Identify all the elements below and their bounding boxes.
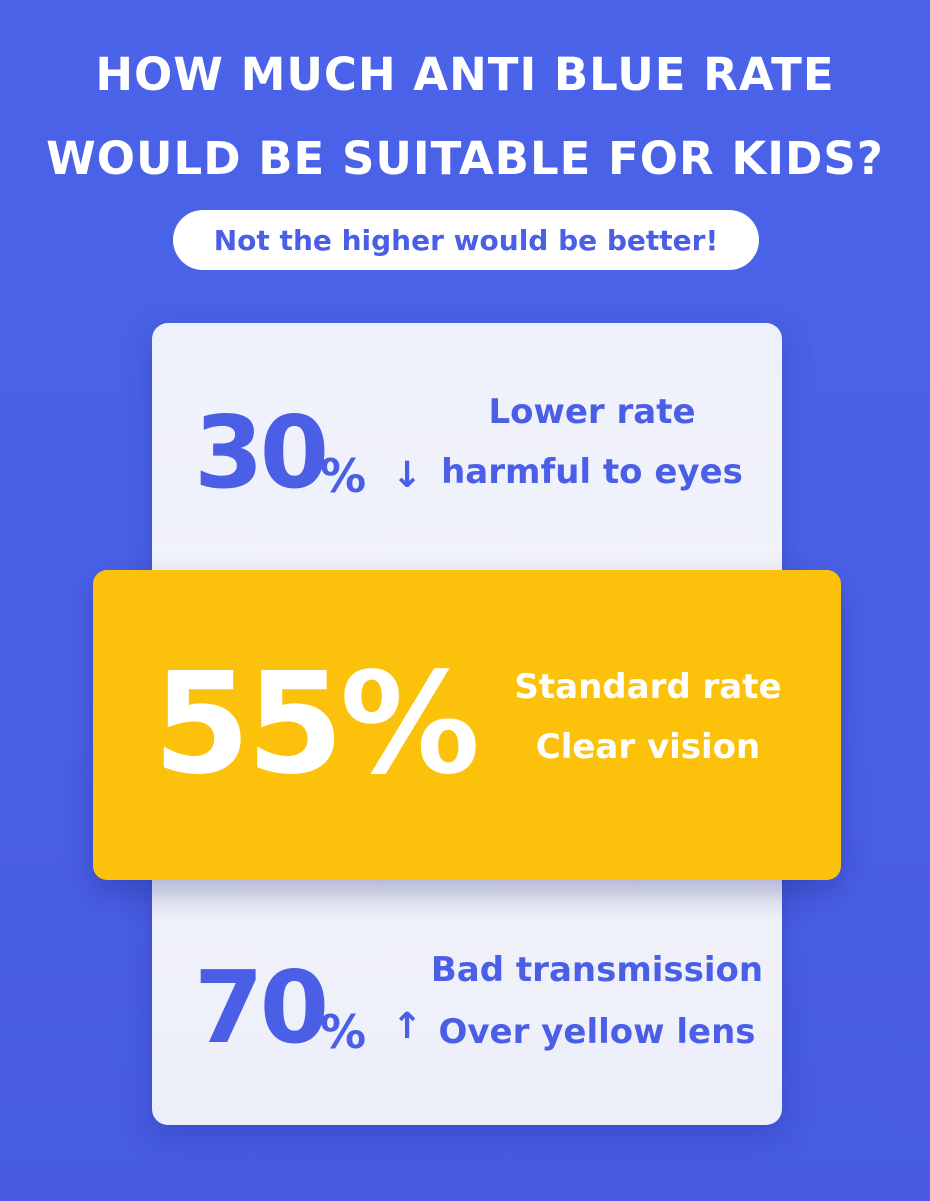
- standard-rate-line-1: Standard rate: [514, 667, 782, 707]
- subtitle-pill: Not the higher would be better!: [173, 210, 759, 270]
- title-line-1: HOW MUCH ANTI BLUE RATE: [95, 48, 835, 101]
- high-rate-percent: %: [320, 1005, 367, 1059]
- low-rate-line-1: Lower rate: [488, 392, 696, 432]
- title-line-2: WOULD BE SUITABLE FOR KIDS?: [46, 132, 884, 185]
- low-rate-line-2: harmful to eyes: [441, 452, 743, 492]
- low-rate-percent: %: [320, 449, 367, 503]
- arrow-up-icon: ↑: [392, 1006, 423, 1047]
- high-rate-line-2: Over yellow lens: [438, 1012, 756, 1052]
- low-rate-number: 30: [194, 394, 329, 511]
- high-rate-line-1: Bad transmission: [430, 950, 764, 990]
- standard-rate-line-2: Clear vision: [535, 727, 761, 767]
- standard-rate-highlight: 55% Standard rate Clear vision: [93, 570, 841, 880]
- high-rate-number: 70: [194, 949, 329, 1066]
- standard-rate-value: 55%: [153, 643, 480, 806]
- subtitle-text: Not the higher would be better!: [213, 223, 719, 257]
- arrow-down-icon: ↓: [392, 455, 423, 496]
